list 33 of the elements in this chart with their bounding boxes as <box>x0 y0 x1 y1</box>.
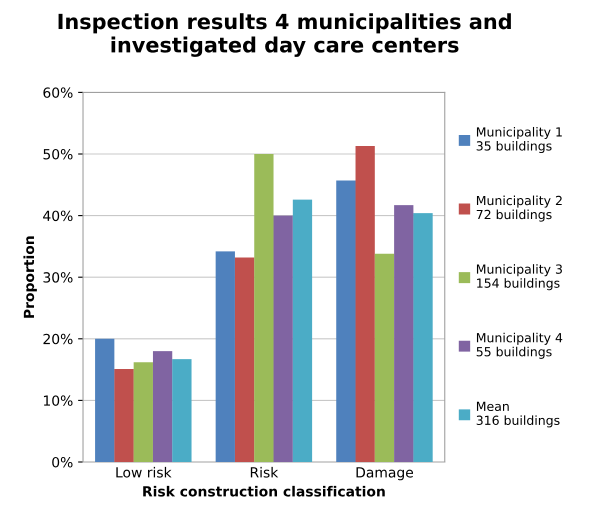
bar <box>374 254 394 462</box>
y-tick-label: 50% <box>44 148 73 160</box>
chart-title: Inspection results 4 municipalities and investigated day care centers <box>58 13 511 57</box>
bar <box>292 200 312 462</box>
y-tick-label: 20% <box>43 334 73 344</box>
bar <box>216 251 235 462</box>
legend-label: Municipality 3 154 buildings <box>476 264 562 290</box>
bar <box>356 146 375 462</box>
bar <box>234 257 254 462</box>
bar <box>114 368 134 462</box>
bar <box>172 359 192 462</box>
legend-label: Mean 316 buildings <box>476 402 560 428</box>
y-axis-title: Proportion <box>23 236 37 318</box>
legend-label: Municipality 2 72 buildings <box>476 196 562 222</box>
y-tick-label: 10% <box>44 395 73 406</box>
bar <box>95 338 114 462</box>
bar <box>274 216 293 462</box>
bar <box>254 154 274 462</box>
legend-label: Municipality 1 35 buildings <box>476 126 562 154</box>
x-tick-label: Low risk <box>116 466 172 478</box>
legend-label: Municipality 4 55 buildings <box>476 332 562 359</box>
x-tick-label: Damage <box>356 467 414 480</box>
y-tick-label: 0% <box>52 456 73 468</box>
bar <box>394 205 414 462</box>
y-tick-label: 30% <box>43 272 73 283</box>
y-tick-label: 40% <box>43 210 73 222</box>
y-tick-label: 60% <box>43 87 73 98</box>
bar <box>152 351 172 462</box>
bar <box>134 362 153 462</box>
x-tick-label: Risk <box>250 466 278 478</box>
bar <box>413 213 433 462</box>
x-axis-title: Risk construction classification <box>143 486 385 497</box>
bar <box>336 180 356 462</box>
